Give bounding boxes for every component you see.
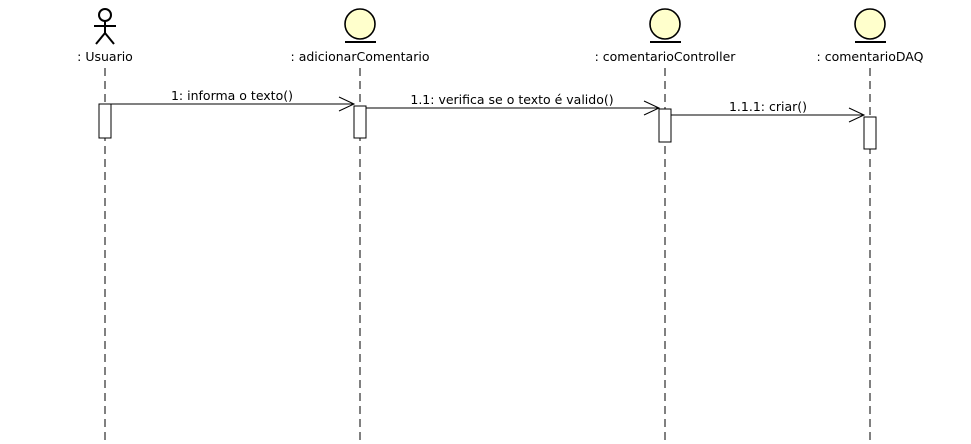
participant-comentario-controller[interactable]: : comentarioController xyxy=(595,8,737,64)
entity-icon xyxy=(344,8,376,43)
message-label: 1: informa o texto() xyxy=(171,88,293,103)
activation-adicionar-comentario xyxy=(353,105,367,139)
participant-adicionar-comentario[interactable]: : adicionarComentario xyxy=(291,8,430,64)
message-1[interactable]: 1: informa o texto() xyxy=(111,88,356,112)
open-arrowhead-icon xyxy=(643,100,661,116)
participant-label: : comentarioDAQ xyxy=(817,49,924,64)
message-1-1-1[interactable]: 1.1.1: criar() xyxy=(671,99,866,123)
participant-label: : comentarioController xyxy=(595,49,737,64)
open-arrowhead-icon xyxy=(338,96,356,112)
message-label: 1.1: verifica se o texto é valido() xyxy=(410,92,613,107)
message-label: 1.1.1: criar() xyxy=(729,99,807,114)
entity-icon xyxy=(649,8,681,43)
actor-icon xyxy=(94,8,116,45)
participant-comentario-daq[interactable]: : comentarioDAQ xyxy=(817,8,924,64)
activation-comentario-controller xyxy=(658,108,672,143)
participant-usuario[interactable]: : Usuario xyxy=(77,8,133,64)
activation-usuario xyxy=(98,103,112,139)
participant-label: : Usuario xyxy=(77,49,133,64)
participant-label: : adicionarComentario xyxy=(291,49,430,64)
message-1-1[interactable]: 1.1: verifica se o texto é valido() xyxy=(366,92,661,116)
open-arrowhead-icon xyxy=(848,107,866,123)
entity-icon xyxy=(854,8,886,43)
activation-comentario-daq xyxy=(863,116,877,150)
